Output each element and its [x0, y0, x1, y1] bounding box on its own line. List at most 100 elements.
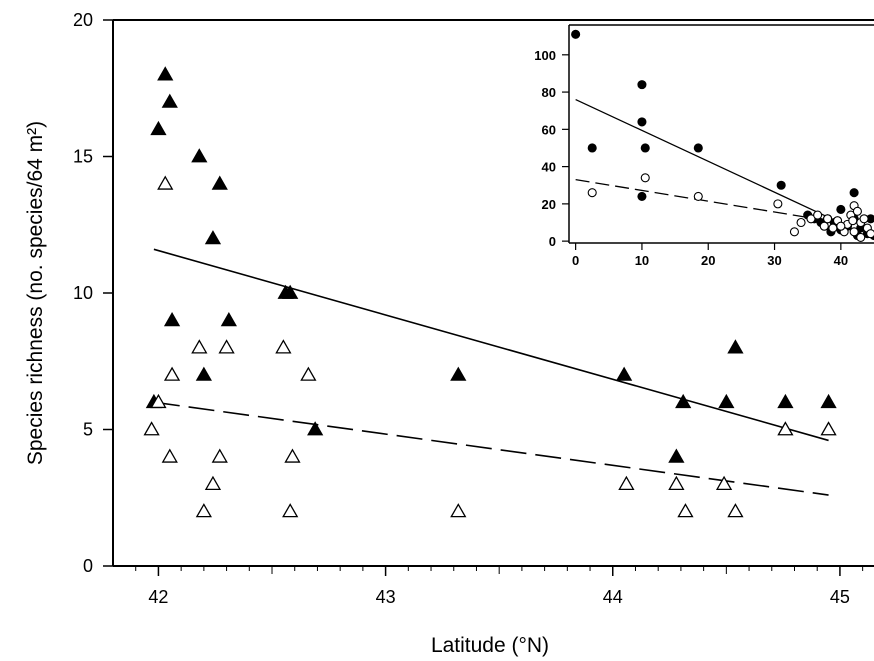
- filled-triangle-point: [282, 284, 299, 299]
- inset-filled-circle-point: [637, 80, 647, 90]
- inset-open-circle-point: [866, 229, 874, 239]
- inset-y-tick-label: 40: [542, 160, 556, 175]
- inset-filled-circle-point: [637, 117, 647, 127]
- open-triangle-point: [161, 448, 178, 463]
- inset-y-tick-label: 100: [534, 48, 556, 63]
- inset-x-tick-label: 0: [572, 253, 579, 268]
- inset-y-tick-label: 0: [549, 234, 556, 249]
- inset-x-tick-label: 20: [701, 253, 715, 268]
- y-tick-label: 20: [73, 10, 93, 30]
- filled-triangle-point: [161, 93, 178, 108]
- filled-triangle-point: [718, 393, 735, 409]
- inset-open-circle-point: [828, 223, 838, 233]
- inset-filled-circle-point: [640, 143, 650, 153]
- inset-open-circle-point: [836, 221, 846, 231]
- inset-y-tick-label: 20: [542, 197, 556, 212]
- filled-triangle-point: [157, 66, 174, 81]
- open-triangle-point: [727, 503, 744, 518]
- inset-open-circle-point: [849, 227, 859, 237]
- open-triangle-point: [284, 448, 301, 463]
- filled-triangle-point: [450, 366, 467, 381]
- main-plot: 42 43 44 45 0 5 10 15 20 Latitude (°N) Species r…: [24, 10, 874, 657]
- filled-triangle-point: [204, 230, 222, 245]
- inset-open-circle-point: [640, 173, 650, 183]
- inset-filled-circle-point: [693, 143, 703, 153]
- inset-open-circle-point: [848, 216, 858, 226]
- inset-fit-line-dashed: [575, 179, 828, 222]
- y-tick-label: 5: [83, 420, 93, 440]
- filled-triangle-point: [820, 393, 837, 409]
- open-triangle-point: [282, 503, 299, 518]
- open-triangle-point: [275, 339, 292, 354]
- filled-triangle-point: [195, 366, 212, 381]
- inset-open-circle-point: [813, 210, 823, 220]
- fit-line-solid: [153, 248, 829, 442]
- inset-open-circle-point: [587, 188, 597, 198]
- x-tick-label: 45: [830, 587, 850, 607]
- filled-triangle-point: [211, 175, 228, 190]
- filled-triangle-point: [307, 421, 324, 436]
- tick-group: 42 43 44 45 0 5 10 15 20: [73, 10, 864, 607]
- inset-data-points: [571, 29, 874, 242]
- fit-line-dashed: [153, 401, 829, 496]
- inset-open-circle-point: [789, 227, 799, 237]
- inset-open-circle-point: [856, 232, 866, 242]
- inset-filled-circle-point: [637, 191, 647, 201]
- inset-y-tick-label: 80: [542, 85, 556, 100]
- filled-triangle-point: [163, 311, 181, 327]
- filled-triangle-point: [727, 339, 744, 354]
- open-triangle-point: [450, 503, 467, 518]
- inset-x-tick-label: 10: [635, 253, 649, 268]
- open-triangle-point: [195, 503, 212, 518]
- inset-filled-circle-point: [776, 180, 786, 190]
- inset-open-circle-point: [773, 199, 783, 209]
- filled-triangle-point: [777, 393, 794, 409]
- inset-open-circle-point: [693, 191, 703, 201]
- inset-filled-circle-point: [836, 204, 846, 215]
- filled-triangle-point: [668, 448, 685, 463]
- open-triangle-point: [820, 421, 837, 436]
- inset-open-circle-point: [806, 214, 816, 224]
- open-triangle-point: [150, 393, 167, 409]
- inset-tick-group: 0 10 20 30 40 0 20 40 60 80 100: [534, 48, 848, 268]
- inset-x-tick-label: 30: [767, 253, 781, 268]
- x-tick-label: 44: [603, 587, 623, 607]
- open-triangle-point: [157, 175, 174, 190]
- open-triangle-point: [715, 475, 733, 491]
- x-axis-title: Latitude (°N): [431, 634, 549, 657]
- inset-open-circle-point: [796, 217, 806, 228]
- data-points: [143, 66, 837, 518]
- filled-triangle-point: [191, 148, 208, 163]
- x-tick-label: 42: [148, 587, 168, 607]
- inset-fit-lines: [575, 98, 828, 222]
- inset-open-circle-point: [859, 214, 869, 224]
- y-axis-title: Species richness (no. species/64 m²): [24, 121, 47, 465]
- inset-fit-line-solid: [575, 98, 828, 218]
- inset-y-tick-label: 60: [542, 122, 556, 137]
- fit-lines: [153, 248, 829, 496]
- filled-triangle-point: [220, 311, 237, 327]
- y-tick-label: 0: [83, 556, 93, 576]
- open-triangle-point: [300, 366, 317, 381]
- open-triangle-point: [777, 421, 794, 436]
- inset-filled-circle-point: [571, 29, 581, 39]
- open-triangle-point: [143, 421, 160, 436]
- inset-open-circle-point: [852, 206, 862, 216]
- filled-triangle-point: [615, 366, 633, 381]
- open-triangle-point: [211, 448, 228, 463]
- filled-triangle-point: [150, 120, 167, 136]
- y-tick-label: 10: [73, 283, 93, 303]
- y-tick-label: 15: [73, 147, 93, 167]
- inset-plot: 0 10 20 30 40 0 20 40 60 80 100: [534, 22, 874, 274]
- open-triangle-point: [218, 339, 235, 354]
- filled-triangle-point: [675, 393, 692, 409]
- inset-x-tick-label: 40: [834, 253, 848, 268]
- open-triangle-point: [191, 339, 208, 354]
- open-triangle-point: [163, 366, 181, 381]
- x-tick-label: 43: [376, 587, 396, 607]
- inset-open-circle-point: [823, 214, 833, 224]
- inset-filled-circle-point: [849, 188, 859, 198]
- inset-open-circle-point: [819, 221, 829, 231]
- inset-filled-circle-point: [587, 143, 597, 153]
